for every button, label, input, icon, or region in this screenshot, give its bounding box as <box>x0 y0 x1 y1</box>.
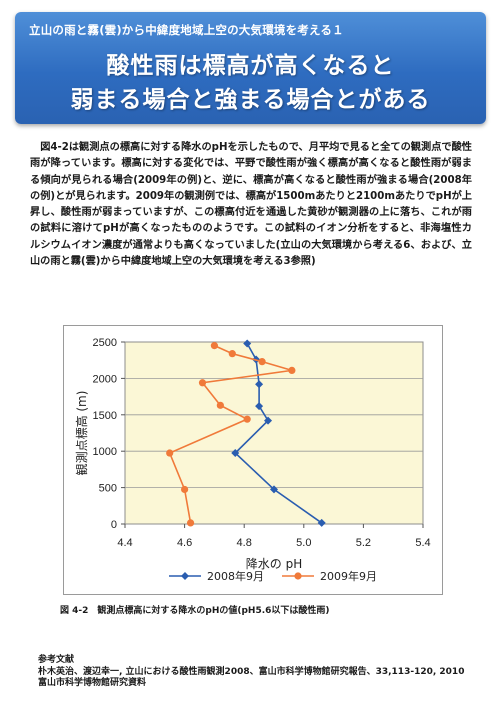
x-tick-label: 4.8 <box>237 537 252 549</box>
series-2-point <box>288 366 296 374</box>
reference-line-2: 富山市科学博物館研究資料 <box>38 678 147 688</box>
x-tick-label: 5.0 <box>296 537 311 549</box>
page-title-line2: 弱まる場合と強まる場合とがある <box>70 87 431 113</box>
y-tick-label: 1500 <box>93 410 117 422</box>
figure-caption: 図 4-2 観測点標高に対する降水のpHの値(pH5.6以下は酸性雨) <box>60 606 330 616</box>
y-tick-label: 500 <box>99 483 117 495</box>
series-2-point <box>243 415 251 423</box>
reference-line-1: 朴木英治、渡辺幸一, 立山における酸性雨観測2008、富山市科学博物館研究報告、… <box>38 666 465 677</box>
legend-marker-1 <box>181 572 189 580</box>
series-2-point <box>181 485 189 494</box>
page-title-line1: 酸性雨は標高が高くなると <box>106 53 395 79</box>
series-2-point <box>210 342 218 350</box>
ph-altitude-chart: 0 500 1000 1500 2000 2500 4.4 4.6 4.8 5.0 5.2 5.4 降水… <box>74 337 431 583</box>
series-2-point <box>216 401 224 409</box>
series-1-point <box>270 485 278 494</box>
series-2-point <box>258 358 266 366</box>
legend-label-2: 2009年9月 <box>320 569 377 583</box>
series-1-point <box>243 339 252 348</box>
plot-area <box>124 341 424 525</box>
series-1-point <box>317 518 326 527</box>
x-tick-label: 4.4 <box>117 537 132 549</box>
chart-frame: 0 500 1000 1500 2000 2500 4.4 4.6 4.8 5.0 5.2 5.4 降水… <box>63 325 443 595</box>
series-subtitle: 立山の雨と霧(雲)から中緯度地域上空の大気環境を考える１ <box>29 23 344 37</box>
series-1-point <box>255 380 264 389</box>
series-2-point <box>198 379 207 387</box>
legend-label-1: 2008年9月 <box>207 569 264 583</box>
series-2-point <box>166 449 174 457</box>
x-axis-label: 降水の pH <box>246 557 302 571</box>
series-line-2 <box>168 344 293 524</box>
title-banner: 立山の雨と霧(雲)から中緯度地域上空の大気環境を考える１ 酸性雨は標高が高くなる… <box>15 12 486 124</box>
references: 参考文献 朴木英治、渡辺幸一, 立山における酸性雨観測2008、富山市科学博物館… <box>38 655 464 690</box>
series-2-point <box>186 519 195 527</box>
series-1-point <box>255 402 264 411</box>
series-2-point <box>228 350 236 358</box>
x-tick-label: 5.2 <box>356 537 371 549</box>
references-heading: 参考文献 <box>38 655 75 665</box>
x-tick-label: 5.4 <box>415 537 430 549</box>
y-axis-label: 観測点標高 (m) <box>74 391 89 476</box>
x-tick-label: 4.6 <box>177 537 192 549</box>
y-tick-label: 2500 <box>93 337 117 349</box>
y-tick-label: 2000 <box>93 373 117 385</box>
series-1-point <box>264 416 273 425</box>
y-tick-label: 0 <box>111 519 117 531</box>
series-line-1 <box>234 343 323 524</box>
body-paragraph: 図4-2は観測点の標高に対する降水のpHを示したもので、月平均で見ると全ての観測… <box>30 142 472 268</box>
y-tick-label: 1000 <box>93 446 117 458</box>
legend-marker-2 <box>294 572 302 580</box>
